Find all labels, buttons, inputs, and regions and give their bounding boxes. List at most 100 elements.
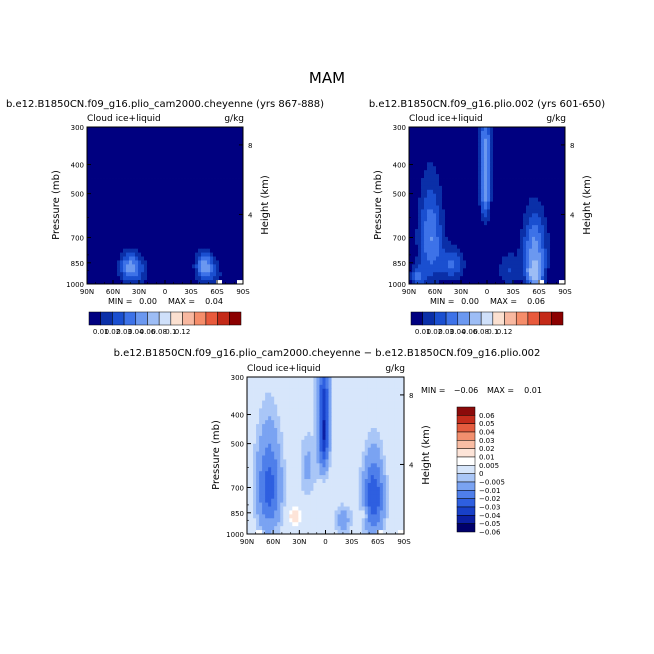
field-cell <box>523 236 527 242</box>
field-cell <box>207 127 211 132</box>
field-cell <box>364 408 369 413</box>
field-cell <box>529 162 533 167</box>
field-cell <box>162 170 166 175</box>
field-cell <box>424 276 428 281</box>
field-cell <box>478 264 482 269</box>
field-cell <box>108 264 112 269</box>
field-cell <box>156 142 160 148</box>
field-cell <box>222 272 226 277</box>
field-cell <box>415 232 419 238</box>
field-cell <box>231 130 235 136</box>
field-cell <box>499 193 503 199</box>
field-cell <box>141 209 145 214</box>
field-cell <box>171 134 175 140</box>
field-cell <box>171 217 175 222</box>
field-cell <box>108 252 112 257</box>
field-cell <box>418 189 422 195</box>
field-cell <box>198 217 202 222</box>
field-cell <box>472 264 476 269</box>
field-cell <box>310 377 314 382</box>
field-cell <box>433 178 437 183</box>
field-cell <box>481 205 485 210</box>
field-cell <box>189 272 193 277</box>
field-cell <box>505 134 509 140</box>
field-cell <box>117 150 121 155</box>
field-cell <box>439 150 443 155</box>
field-cell <box>472 181 476 187</box>
field-cell <box>322 388 326 394</box>
field-cell <box>108 213 112 218</box>
field-cell <box>117 252 121 257</box>
field-cell <box>141 252 145 257</box>
field-cell <box>162 185 166 191</box>
field-cell <box>556 244 560 250</box>
field-cell <box>319 420 323 425</box>
field-cell <box>427 256 431 261</box>
field-cell <box>180 127 184 132</box>
field-cell <box>496 280 500 285</box>
field-cell <box>415 127 419 132</box>
field-cell <box>550 232 554 238</box>
field-cell <box>511 174 515 179</box>
field-cell <box>547 225 551 230</box>
field-cell <box>331 384 335 390</box>
field-cell <box>412 158 416 163</box>
field-cell <box>111 252 115 257</box>
field-cell <box>490 232 494 238</box>
field-cell <box>448 201 452 206</box>
field-cell <box>454 130 458 136</box>
field-cell <box>259 388 263 394</box>
field-cell <box>478 158 482 163</box>
field-cell <box>192 260 196 265</box>
field-cell <box>183 268 187 273</box>
field-cell <box>228 201 232 206</box>
field-cell <box>535 272 539 277</box>
field-cell <box>313 377 317 382</box>
field-cell <box>313 412 317 417</box>
field-cell <box>219 221 223 226</box>
field-cell <box>505 276 509 281</box>
field-cell <box>156 217 160 222</box>
field-cell <box>448 197 452 202</box>
field-cell <box>391 416 396 421</box>
field-cell <box>340 392 345 398</box>
field-cell <box>466 248 470 254</box>
field-cell <box>195 162 199 167</box>
field-cell <box>394 396 399 401</box>
field-cell <box>189 174 193 179</box>
field-cell <box>409 236 413 242</box>
field-cell <box>352 416 357 421</box>
field-cell <box>207 217 211 222</box>
field-cell <box>361 412 366 417</box>
field-cell <box>394 420 399 425</box>
field-cell <box>382 380 387 386</box>
field-cell <box>222 229 226 234</box>
field-cell <box>192 268 196 273</box>
field-cell <box>304 377 308 382</box>
field-cell <box>162 252 166 257</box>
field-cell <box>150 162 154 167</box>
field-cell <box>445 205 449 210</box>
field-cell <box>457 134 461 140</box>
field-cell <box>427 193 431 199</box>
field-cell <box>472 142 476 148</box>
field-cell <box>502 127 506 132</box>
field-cell <box>328 404 332 409</box>
field-cell <box>150 127 154 132</box>
field-cell <box>135 127 139 132</box>
field-cell <box>96 264 100 269</box>
field-cell <box>349 416 354 421</box>
field-cell <box>544 244 548 250</box>
field-cell <box>162 134 166 140</box>
field-cell <box>204 154 208 159</box>
field-cell <box>460 229 464 234</box>
field-cell <box>132 138 136 144</box>
field-cell <box>240 162 244 167</box>
field-cell <box>123 232 127 238</box>
x-tick-label: 60N <box>106 288 120 296</box>
field-cell <box>201 240 205 246</box>
field-cell <box>231 142 235 148</box>
field-cell <box>183 232 187 238</box>
field-cell <box>511 213 515 218</box>
field-cell <box>204 178 208 183</box>
